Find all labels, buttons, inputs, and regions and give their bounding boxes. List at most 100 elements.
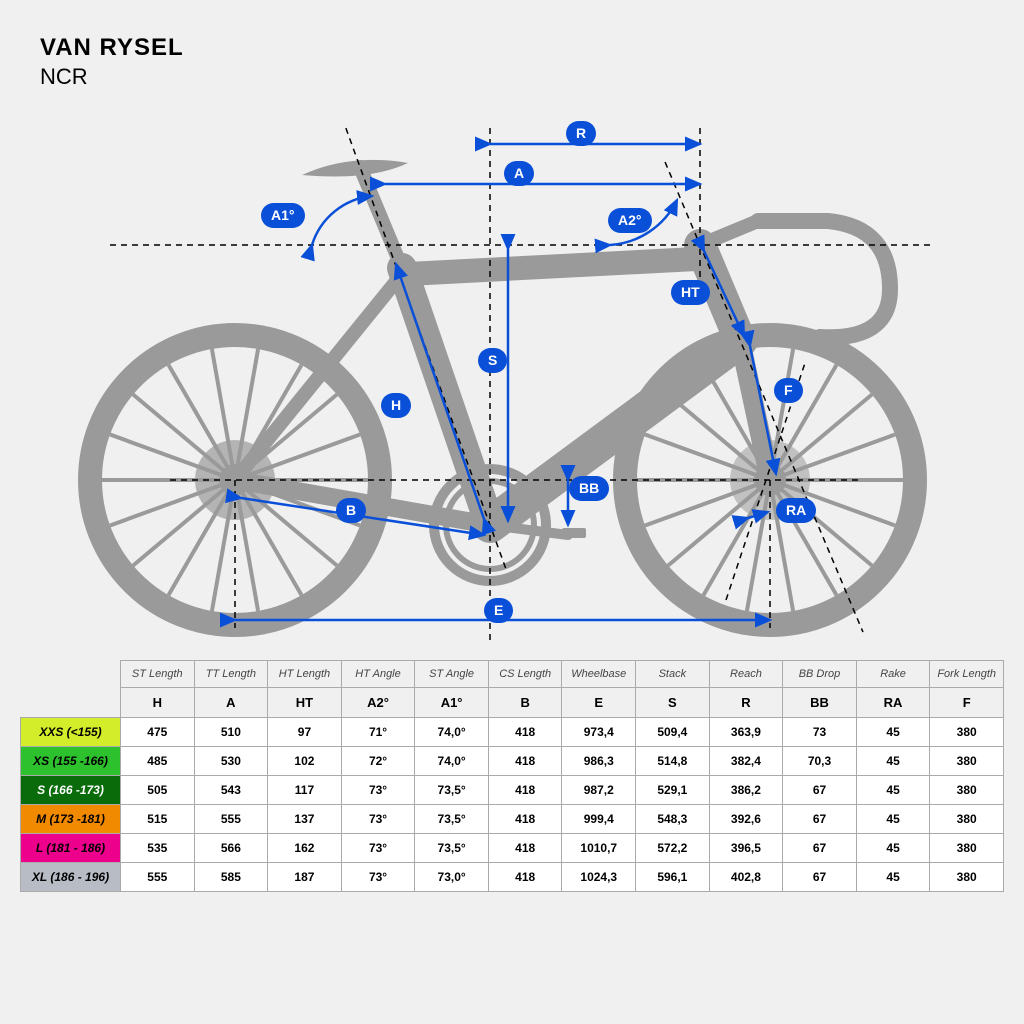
data-cell: 73,0° (415, 863, 489, 892)
data-cell: 97 (268, 718, 342, 747)
data-cell: 510 (194, 718, 268, 747)
data-cell: 402,8 (709, 863, 783, 892)
data-cell: 71° (341, 718, 415, 747)
dim-badge-B: B (336, 498, 366, 523)
data-cell: 380 (930, 776, 1004, 805)
dim-badge-R: R (566, 121, 596, 146)
data-cell: 585 (194, 863, 268, 892)
data-cell: 73° (341, 863, 415, 892)
data-cell: 162 (268, 834, 342, 863)
col-code: RA (856, 688, 930, 718)
dim-badge-BB: BB (569, 476, 609, 501)
data-cell: 73,5° (415, 805, 489, 834)
col-desc: ST Length (121, 661, 195, 688)
data-cell: 555 (194, 805, 268, 834)
data-cell: 187 (268, 863, 342, 892)
col-code: A1° (415, 688, 489, 718)
data-cell: 418 (488, 805, 562, 834)
dim-badge-A2: A2° (608, 208, 652, 233)
model-name: NCR (40, 64, 184, 90)
col-desc: Reach (709, 661, 783, 688)
col-code: F (930, 688, 1004, 718)
data-cell: 67 (783, 834, 857, 863)
table-row: XXS (<155)4755109771°74,0°418973,4509,43… (21, 718, 1004, 747)
dim-badge-HT: HT (671, 280, 710, 305)
data-cell: 596,1 (636, 863, 710, 892)
data-cell: 67 (783, 805, 857, 834)
col-code: S (636, 688, 710, 718)
data-cell: 548,3 (636, 805, 710, 834)
table-row: XL (186 - 196)55558518773°73,0°4181024,3… (21, 863, 1004, 892)
data-cell: 987,2 (562, 776, 636, 805)
size-cell: XS (155 -166) (21, 747, 121, 776)
data-cell: 1010,7 (562, 834, 636, 863)
data-cell: 485 (121, 747, 195, 776)
data-cell: 137 (268, 805, 342, 834)
table-row: M (173 -181)51555513773°73,5°418999,4548… (21, 805, 1004, 834)
col-code: B (488, 688, 562, 718)
data-cell: 73 (783, 718, 857, 747)
col-code: A2° (341, 688, 415, 718)
size-cell: L (181 - 186) (21, 834, 121, 863)
data-cell: 380 (930, 747, 1004, 776)
data-cell: 555 (121, 863, 195, 892)
data-cell: 973,4 (562, 718, 636, 747)
col-code: HT (268, 688, 342, 718)
data-cell: 529,1 (636, 776, 710, 805)
col-desc: CS Length (488, 661, 562, 688)
col-desc: Stack (636, 661, 710, 688)
table-row: L (181 - 186)53556616273°73,5°4181010,75… (21, 834, 1004, 863)
data-cell: 418 (488, 834, 562, 863)
col-desc: BB Drop (783, 661, 857, 688)
col-code: H (121, 688, 195, 718)
data-cell: 418 (488, 747, 562, 776)
data-cell: 514,8 (636, 747, 710, 776)
data-cell: 73,5° (415, 776, 489, 805)
data-cell: 73° (341, 776, 415, 805)
data-cell: 67 (783, 776, 857, 805)
dim-badge-RA: RA (776, 498, 816, 523)
dim-badge-S: S (478, 348, 507, 373)
data-cell: 380 (930, 863, 1004, 892)
data-cell: 72° (341, 747, 415, 776)
col-code: E (562, 688, 636, 718)
data-cell: 73° (341, 834, 415, 863)
data-cell: 986,3 (562, 747, 636, 776)
data-cell: 999,4 (562, 805, 636, 834)
data-cell: 515 (121, 805, 195, 834)
data-cell: 396,5 (709, 834, 783, 863)
data-cell: 475 (121, 718, 195, 747)
col-desc: HT Angle (341, 661, 415, 688)
col-desc: Rake (856, 661, 930, 688)
col-desc: HT Length (268, 661, 342, 688)
data-cell: 535 (121, 834, 195, 863)
col-code: BB (783, 688, 857, 718)
data-cell: 45 (856, 834, 930, 863)
data-cell: 418 (488, 718, 562, 747)
data-cell: 509,4 (636, 718, 710, 747)
title-block: VAN RYSEL NCR (40, 34, 184, 90)
data-cell: 70,3 (783, 747, 857, 776)
dim-badge-A: A (504, 161, 534, 186)
dim-badge-H: H (381, 393, 411, 418)
data-cell: 505 (121, 776, 195, 805)
data-cell: 380 (930, 805, 1004, 834)
data-cell: 380 (930, 834, 1004, 863)
col-desc: TT Length (194, 661, 268, 688)
table-row: XS (155 -166)48553010272°74,0°418986,351… (21, 747, 1004, 776)
data-cell: 363,9 (709, 718, 783, 747)
col-code: R (709, 688, 783, 718)
col-desc: ST Angle (415, 661, 489, 688)
data-cell: 74,0° (415, 718, 489, 747)
dim-badge-E: E (484, 598, 513, 623)
data-cell: 382,4 (709, 747, 783, 776)
dim-badge-A1: A1° (261, 203, 305, 228)
geometry-table: ST LengthTT LengthHT LengthHT AngleST An… (20, 660, 1004, 892)
data-cell: 530 (194, 747, 268, 776)
data-cell: 67 (783, 863, 857, 892)
geometry-table-wrap: ST LengthTT LengthHT LengthHT AngleST An… (20, 660, 1004, 892)
geometry-diagram: RAA1°A2°HTSHFBBBRAE (50, 110, 970, 630)
data-cell: 418 (488, 863, 562, 892)
data-cell: 45 (856, 776, 930, 805)
table-row: S (166 -173)50554311773°73,5°418987,2529… (21, 776, 1004, 805)
